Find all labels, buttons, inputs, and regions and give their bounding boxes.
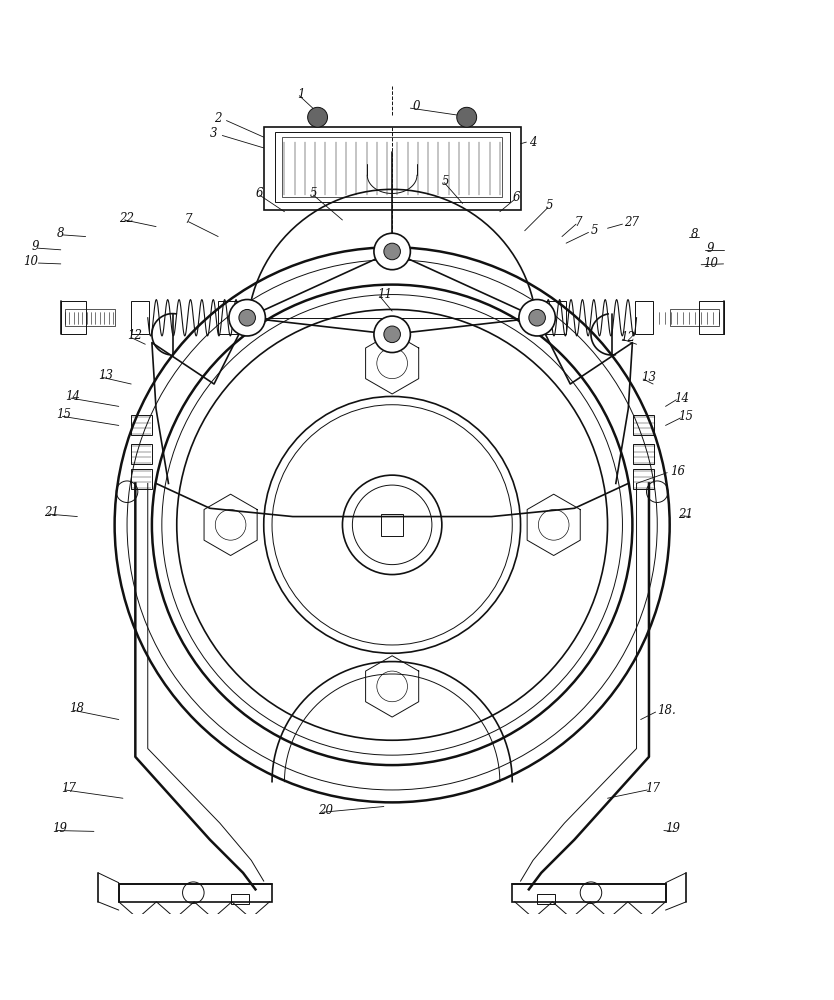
Circle shape (519, 300, 555, 336)
Text: 27: 27 (624, 216, 639, 229)
Bar (264, 127, 520, 210)
Text: 7: 7 (575, 216, 582, 229)
Bar (65, 309, 114, 326)
Text: 5: 5 (545, 199, 553, 212)
Text: 12: 12 (127, 329, 142, 342)
Bar (699, 301, 724, 334)
Bar (635, 301, 653, 334)
Text: 18: 18 (69, 702, 84, 715)
Bar (274, 132, 510, 202)
Circle shape (308, 107, 328, 127)
Bar (131, 301, 149, 334)
Text: 11: 11 (377, 288, 392, 301)
Text: 0: 0 (413, 100, 420, 113)
Text: 4: 4 (529, 136, 536, 149)
Text: 10: 10 (703, 257, 718, 270)
Text: 1: 1 (297, 88, 304, 101)
Text: 6: 6 (255, 187, 263, 200)
Circle shape (229, 300, 265, 336)
Text: 3: 3 (210, 127, 218, 140)
Text: 17: 17 (61, 782, 76, 795)
Text: 8: 8 (57, 227, 64, 240)
Text: 2: 2 (214, 112, 222, 125)
Text: 18.: 18. (657, 704, 676, 717)
Text: 10: 10 (23, 255, 38, 268)
Circle shape (457, 107, 477, 127)
Text: 6: 6 (512, 191, 520, 204)
Bar (381, 514, 403, 536)
Bar (61, 301, 86, 334)
Text: 21: 21 (678, 508, 693, 521)
Text: 13: 13 (641, 371, 656, 384)
Circle shape (384, 326, 400, 343)
Bar (230, 894, 249, 904)
Bar (131, 415, 152, 435)
Text: 12: 12 (620, 331, 635, 344)
Text: 19: 19 (666, 822, 681, 835)
Bar (633, 415, 654, 435)
Bar (537, 894, 555, 904)
Text: 5: 5 (309, 187, 317, 200)
Text: 8: 8 (691, 228, 698, 241)
Text: 17: 17 (645, 782, 660, 795)
Circle shape (374, 316, 410, 353)
Text: 5: 5 (442, 175, 450, 188)
Text: 5: 5 (591, 224, 599, 237)
Text: 20: 20 (318, 804, 333, 817)
Text: 15: 15 (57, 408, 72, 421)
Bar (131, 444, 152, 464)
Text: 14: 14 (65, 390, 80, 403)
Text: 21: 21 (44, 506, 59, 519)
Text: 7: 7 (185, 213, 193, 226)
Bar (633, 469, 654, 489)
Text: 14: 14 (674, 392, 689, 405)
Text: 13: 13 (98, 369, 113, 382)
Bar (512, 884, 666, 902)
Circle shape (529, 309, 545, 326)
Bar (131, 469, 152, 489)
Circle shape (374, 233, 410, 270)
Bar (633, 444, 654, 464)
Bar (118, 884, 272, 902)
Text: 19: 19 (53, 822, 68, 835)
Text: 15: 15 (678, 410, 693, 423)
Text: 16: 16 (670, 465, 685, 478)
Text: 9: 9 (32, 240, 39, 253)
Bar (282, 137, 502, 197)
Bar (670, 309, 720, 326)
Bar (219, 301, 239, 334)
Text: 9: 9 (707, 242, 715, 255)
Circle shape (239, 309, 255, 326)
Text: 22: 22 (118, 212, 133, 225)
Bar (545, 301, 566, 334)
Circle shape (384, 243, 400, 260)
